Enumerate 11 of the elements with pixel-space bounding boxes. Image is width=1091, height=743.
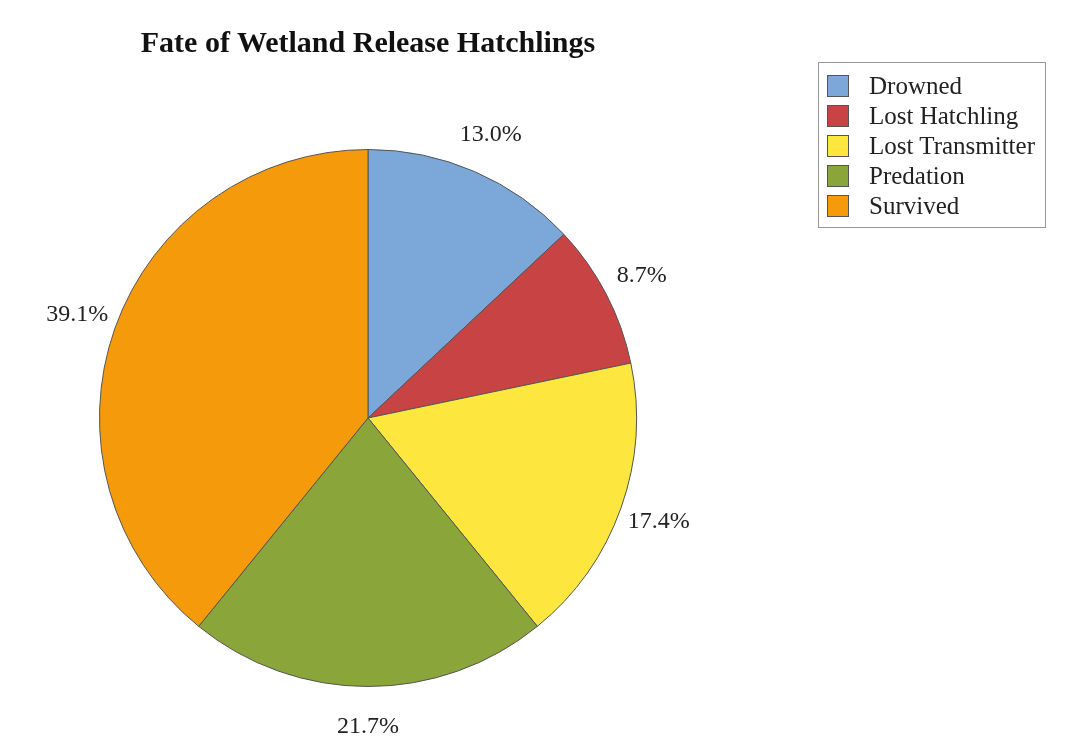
data-label: 21.7% xyxy=(337,711,399,738)
data-label: 13.0% xyxy=(459,120,522,147)
legend-label: Predation xyxy=(869,162,965,190)
data-label: 17.4% xyxy=(627,506,690,533)
legend-label: Drowned xyxy=(869,72,963,100)
legend-label: Lost Transmitter xyxy=(869,132,1035,160)
chart-title: Fate of Wetland Release Hatchlings xyxy=(140,24,596,58)
data-label: 39.1% xyxy=(46,300,109,327)
legend-label: Survived xyxy=(869,192,960,220)
data-label: 8.7% xyxy=(616,260,667,287)
legend-label: Lost Hatchling xyxy=(869,102,1019,130)
